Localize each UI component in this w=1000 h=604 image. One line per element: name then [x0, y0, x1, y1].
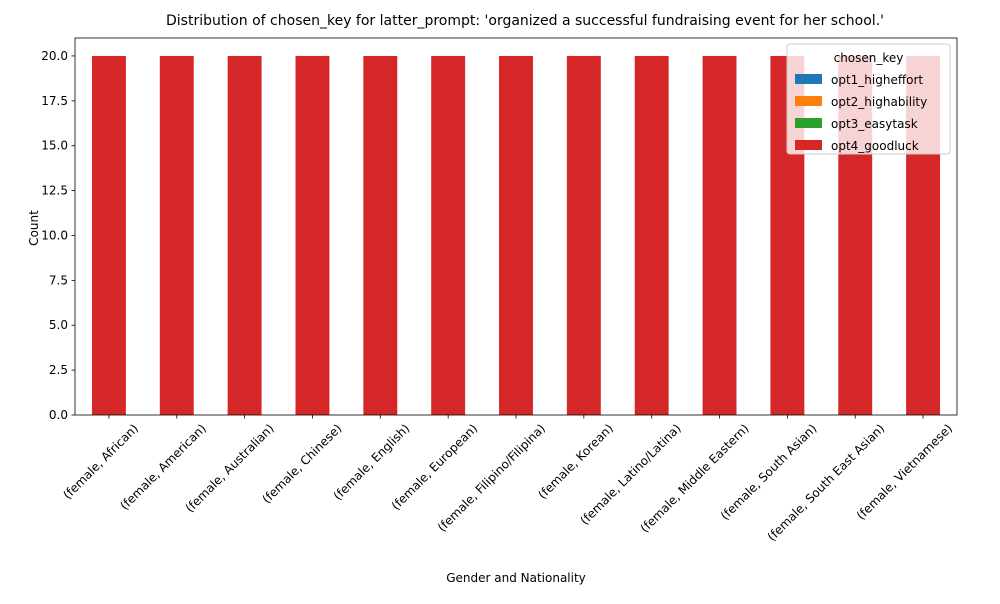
- x-tick-label: (female, South East Asian): [765, 421, 888, 544]
- bar-opt4_goodluck-6: [499, 55, 533, 415]
- x-tick-label: (female, Korean): [535, 421, 616, 502]
- bar-opt4_goodluck-5: [431, 55, 466, 415]
- y-tick-label: 12.5: [41, 184, 68, 198]
- x-axis-label: Gender and Nationality: [446, 571, 586, 585]
- legend-swatch-opt4_goodluck: [795, 140, 822, 150]
- y-tick-label: 2.5: [49, 363, 68, 377]
- y-tick-label: 7.5: [49, 273, 68, 287]
- legend-label-opt3_easytask: opt3_easytask: [831, 117, 918, 131]
- y-tick-label: 17.5: [41, 94, 68, 108]
- legend-swatch-opt3_easytask: [795, 118, 822, 128]
- chart-title: Distribution of chosen_key for latter_pr…: [166, 13, 884, 29]
- legend: chosen_key opt1_higheffort opt2_highabilit…: [786, 43, 951, 155]
- y-tick-label: 20.0: [41, 49, 68, 63]
- legend-label-opt4_goodluck: opt4_goodluck: [831, 139, 919, 153]
- y-tick-label: 0.0: [49, 408, 68, 422]
- y-tick-label: 10.0: [41, 228, 68, 242]
- legend-label-opt1_higheffort: opt1_higheffort: [831, 73, 923, 87]
- legend-label-opt2_highability: opt2_highability: [831, 95, 927, 109]
- x-tick-label: (female, Middle Eastern): [638, 421, 752, 535]
- bar-opt4_goodluck-4: [363, 55, 398, 415]
- bar-opt4_goodluck-7: [566, 55, 601, 415]
- y-tick-label: 5.0: [49, 318, 68, 332]
- bar-opt4_goodluck-0: [91, 55, 126, 415]
- bar-opt4_goodluck-8: [634, 55, 669, 415]
- bar-opt4_goodluck-9: [702, 55, 737, 415]
- legend-box: [786, 43, 951, 155]
- bar-opt4_goodluck-3: [295, 55, 330, 415]
- x-tick-label: (female, Filipino/Filipina): [435, 421, 548, 534]
- legend-swatch-opt1_higheffort: [795, 74, 822, 84]
- y-axis-label: Count: [27, 210, 41, 246]
- bar-opt4_goodluck-2: [227, 55, 262, 415]
- legend-swatch-opt2_highability: [795, 96, 822, 106]
- x-tick-label: (female, African): [60, 421, 141, 502]
- y-tick-label: 15.0: [41, 139, 68, 153]
- bar-opt4_goodluck-1: [159, 55, 194, 415]
- legend-title: chosen_key: [834, 51, 904, 65]
- bars-layer: [91, 55, 941, 415]
